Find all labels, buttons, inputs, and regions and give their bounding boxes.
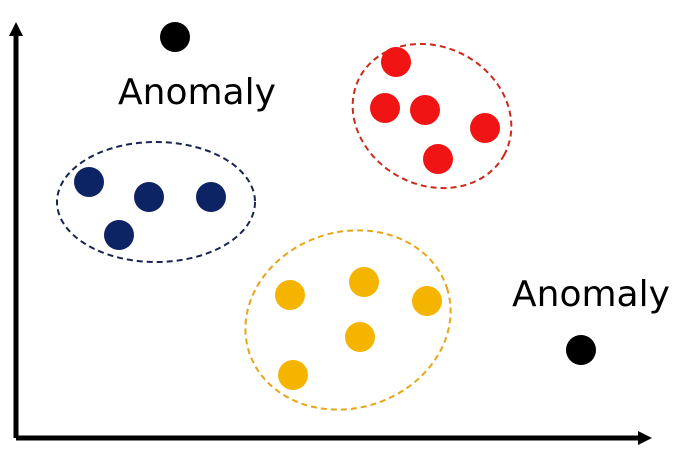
blue-cluster-point	[74, 167, 104, 197]
yellow-cluster-boundary	[244, 229, 452, 411]
red-cluster-point	[470, 113, 500, 143]
yellow-cluster-point	[412, 286, 442, 316]
anomaly-point-top-left	[160, 22, 190, 52]
yellow-cluster-point	[349, 267, 379, 297]
anomaly-label-top-left: Anomaly	[118, 72, 276, 113]
blue-cluster-point	[196, 182, 226, 212]
anomaly-point-bottom-right	[566, 335, 596, 365]
blue-cluster-boundary	[56, 141, 256, 263]
anomaly-label-bottom-right: Anomaly	[512, 274, 670, 315]
red-cluster-point	[370, 93, 400, 123]
red-cluster-point	[381, 47, 411, 77]
red-cluster-point	[410, 95, 440, 125]
yellow-cluster-point	[345, 322, 375, 352]
blue-cluster-point	[104, 220, 134, 250]
red-cluster-point	[423, 144, 453, 174]
yellow-cluster-point	[278, 360, 308, 390]
red-cluster-boundary	[351, 42, 513, 190]
yellow-cluster-point	[275, 280, 305, 310]
blue-cluster-point	[134, 182, 164, 212]
